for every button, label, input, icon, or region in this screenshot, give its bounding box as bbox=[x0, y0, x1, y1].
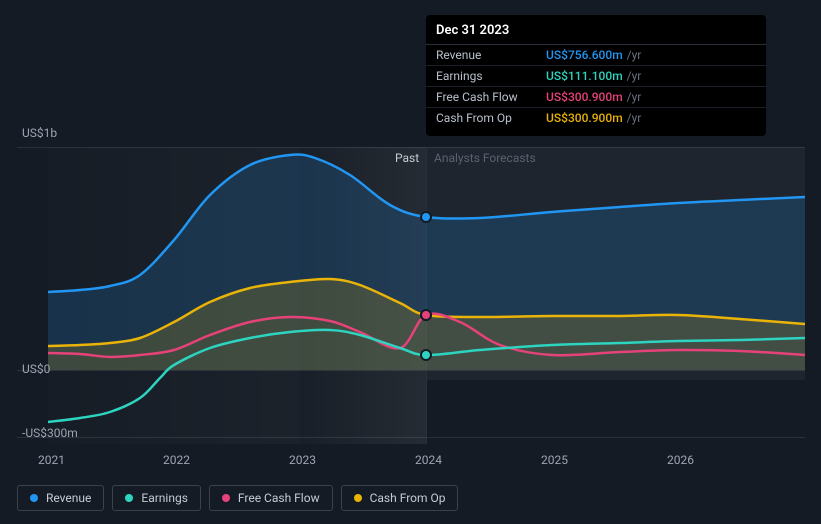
tooltip-row-label: Earnings bbox=[436, 69, 546, 83]
legend-item-cash-from-op[interactable]: Cash From Op bbox=[341, 485, 459, 511]
tooltip-row-unit: /yr bbox=[627, 69, 642, 83]
legend-item-label: Free Cash Flow bbox=[238, 491, 320, 505]
tooltip-row-label: Revenue bbox=[436, 48, 546, 62]
marker-earnings bbox=[421, 350, 431, 360]
tooltip-row-unit: /yr bbox=[627, 48, 642, 62]
tooltip-row-label: Cash From Op bbox=[436, 111, 546, 125]
tooltip-row-revenue: RevenueUS$756.600m/yr bbox=[426, 45, 766, 66]
tooltip: Dec 31 2023 RevenueUS$756.600m/yrEarning… bbox=[426, 15, 766, 136]
legend-item-label: Revenue bbox=[46, 491, 91, 505]
tooltip-row-unit: /yr bbox=[627, 111, 642, 125]
legend: Revenue Earnings Free Cash Flow Cash From O… bbox=[17, 485, 458, 511]
legend-dot-icon bbox=[30, 494, 38, 502]
tooltip-row-unit: /yr bbox=[627, 90, 642, 104]
tooltip-row-cash-from-op: Cash From OpUS$300.900m/yr bbox=[426, 108, 766, 128]
legend-item-free-cash-flow[interactable]: Free Cash Flow bbox=[209, 485, 333, 511]
tooltip-row-value: US$756.600m bbox=[546, 48, 623, 62]
tooltip-date: Dec 31 2023 bbox=[426, 23, 766, 45]
tooltip-row-value: US$111.100m bbox=[546, 69, 623, 83]
marker-free-cash-flow bbox=[421, 310, 431, 320]
tooltip-row-free-cash-flow: Free Cash FlowUS$300.900m/yr bbox=[426, 87, 766, 108]
marker-revenue bbox=[421, 212, 431, 222]
tooltip-row-label: Free Cash Flow bbox=[436, 90, 546, 104]
legend-item-earnings[interactable]: Earnings bbox=[112, 485, 201, 511]
legend-dot-icon bbox=[125, 494, 133, 502]
tooltip-row-value: US$300.900m bbox=[546, 111, 623, 125]
tooltip-row-earnings: EarningsUS$111.100m/yr bbox=[426, 66, 766, 87]
legend-item-label: Cash From Op bbox=[370, 491, 446, 505]
legend-item-label: Earnings bbox=[141, 491, 188, 505]
legend-dot-icon bbox=[222, 494, 230, 502]
legend-dot-icon bbox=[354, 494, 362, 502]
legend-item-revenue[interactable]: Revenue bbox=[17, 485, 104, 511]
tooltip-row-value: US$300.900m bbox=[546, 90, 623, 104]
